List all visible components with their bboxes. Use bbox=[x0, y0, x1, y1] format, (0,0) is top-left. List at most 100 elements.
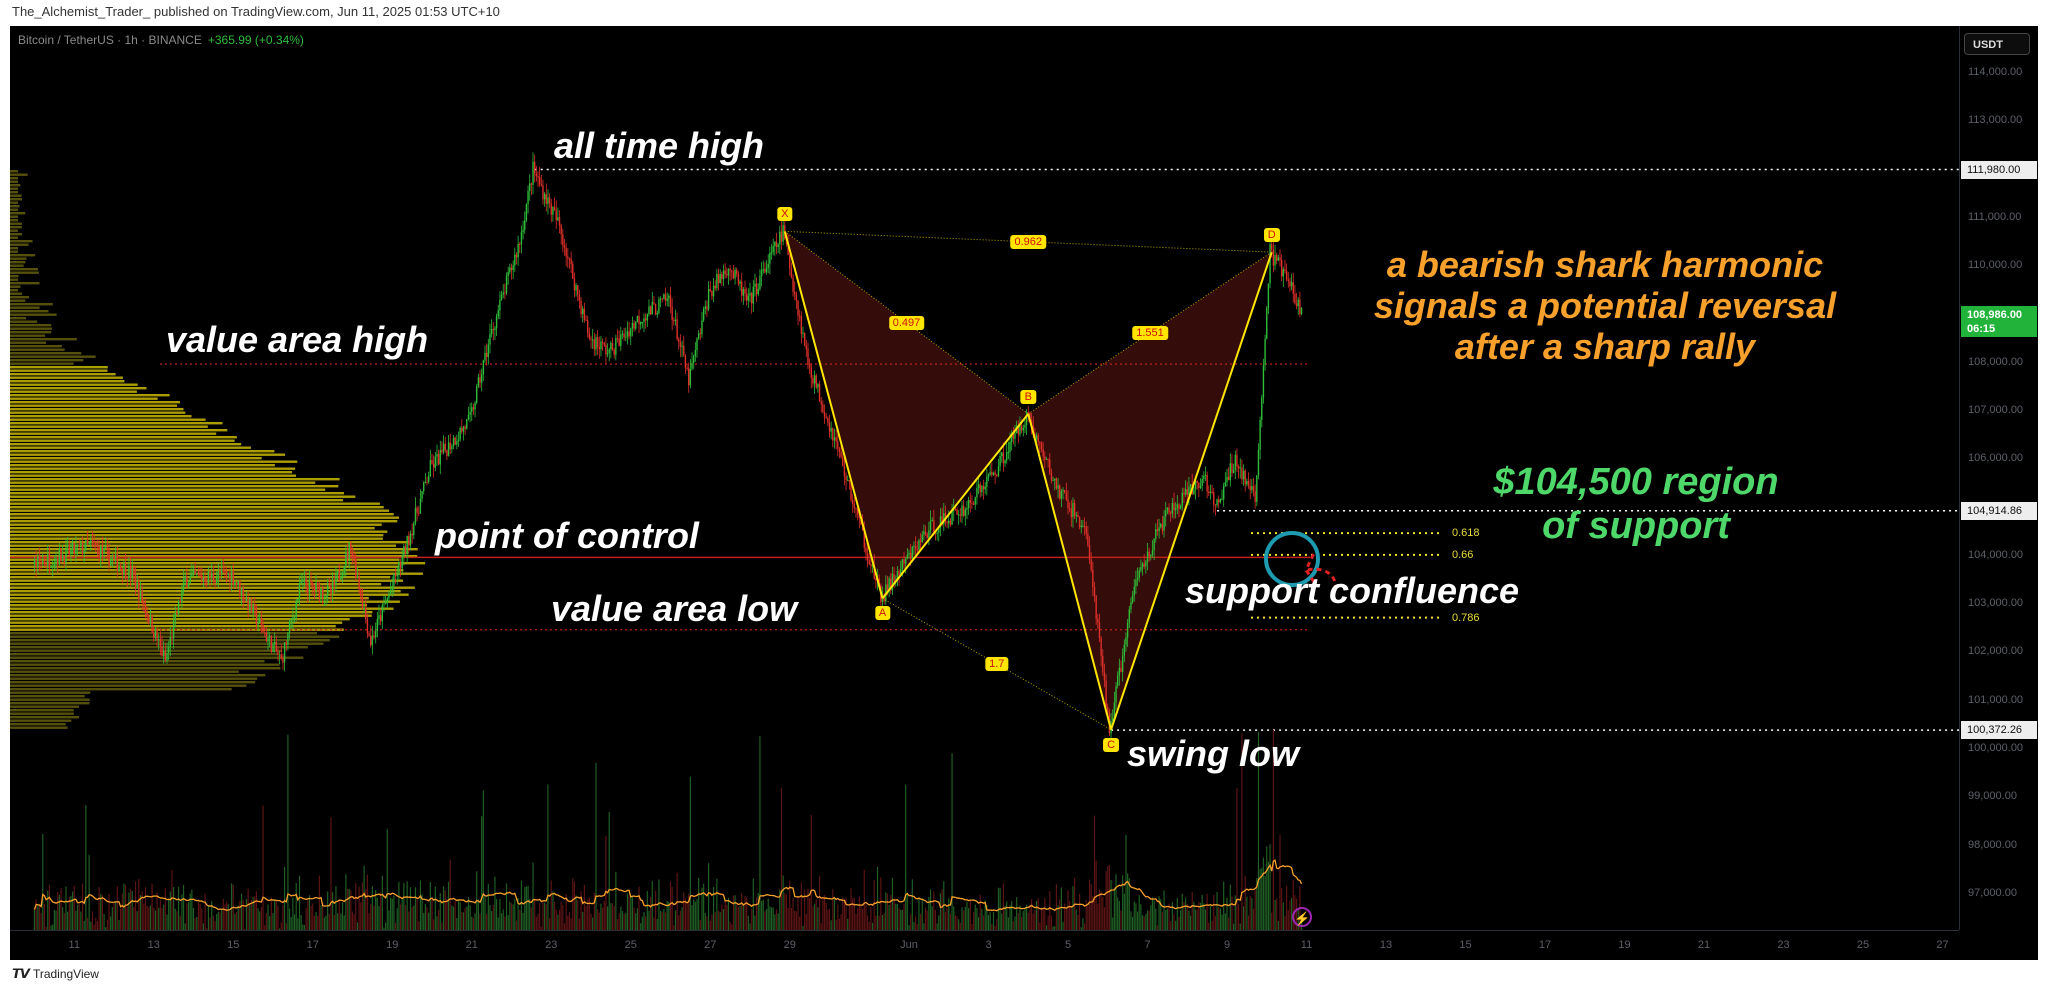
lightning-icon[interactable]: ⚡ bbox=[1292, 907, 1312, 927]
volume-bar bbox=[1233, 923, 1235, 930]
volume-bar bbox=[636, 908, 638, 930]
volume-bar bbox=[1035, 901, 1038, 930]
volume-bar bbox=[747, 915, 749, 930]
candle-body bbox=[1150, 554, 1152, 557]
candle-body bbox=[383, 604, 385, 606]
volume-bar bbox=[1178, 916, 1180, 930]
candle-body bbox=[1060, 490, 1063, 499]
volume-bar bbox=[423, 912, 425, 930]
volume-bar bbox=[426, 907, 428, 930]
volume-bar bbox=[671, 886, 673, 930]
volume-bar bbox=[517, 897, 519, 930]
candle-body bbox=[91, 540, 94, 542]
volume-bar bbox=[1115, 874, 1117, 930]
volume-bar bbox=[1150, 905, 1152, 930]
date-tick: 23 bbox=[1777, 939, 1790, 951]
currency-button[interactable]: USDT bbox=[1964, 33, 2030, 55]
volume-profile-bar bbox=[10, 345, 62, 348]
candle-body bbox=[976, 487, 978, 498]
date-tick: 5 bbox=[1064, 939, 1072, 951]
volume-profile-bar bbox=[10, 383, 138, 386]
candle-body bbox=[1184, 489, 1187, 495]
volume-bar bbox=[491, 911, 493, 930]
volume-bar bbox=[333, 914, 335, 930]
volume-bar bbox=[317, 915, 319, 930]
volume-bar bbox=[991, 924, 993, 930]
candle-body bbox=[808, 364, 811, 368]
candle-body bbox=[716, 274, 718, 289]
volume-bar bbox=[825, 902, 827, 930]
candle-body bbox=[121, 568, 123, 575]
candle-body bbox=[1168, 507, 1170, 513]
candle-body bbox=[1135, 579, 1137, 587]
volume-bar bbox=[408, 911, 410, 930]
candle-body bbox=[371, 635, 374, 646]
volume-bar bbox=[507, 915, 509, 930]
chart-area[interactable] bbox=[10, 26, 2038, 960]
volume-bar bbox=[466, 906, 468, 930]
volume-bar bbox=[587, 899, 589, 930]
volume-profile-bar bbox=[10, 198, 22, 201]
candle-body bbox=[423, 482, 425, 492]
candle-body bbox=[270, 635, 273, 653]
candle-body bbox=[50, 566, 52, 568]
footer-brand[interactable]: TradingView bbox=[32, 967, 99, 981]
volume-bar bbox=[211, 901, 213, 930]
volume-bar bbox=[323, 917, 325, 930]
candle-body bbox=[810, 367, 812, 378]
time-axis[interactable] bbox=[10, 930, 1959, 961]
candle-body bbox=[1077, 515, 1079, 517]
volume-bar bbox=[1266, 846, 1268, 930]
candle-body bbox=[268, 635, 271, 638]
candle-body bbox=[918, 540, 920, 550]
candle-body bbox=[262, 624, 264, 633]
volume-bar bbox=[666, 900, 668, 930]
candle-body bbox=[461, 428, 463, 432]
volume-bar bbox=[751, 909, 753, 930]
candle-body bbox=[633, 323, 635, 329]
candle-body bbox=[249, 599, 251, 611]
volume-bar bbox=[799, 916, 801, 930]
candle-body bbox=[295, 601, 297, 618]
annotation-swing-low: swing low bbox=[1127, 733, 1300, 774]
candle-body bbox=[98, 546, 100, 558]
volume-bar bbox=[514, 899, 516, 930]
volume-bar bbox=[726, 904, 728, 930]
volume-bar bbox=[1221, 914, 1223, 930]
volume-bar bbox=[1239, 923, 1241, 930]
candle-body bbox=[674, 319, 677, 321]
volume-bar bbox=[828, 908, 831, 930]
volume-bar bbox=[600, 903, 602, 930]
candle-body bbox=[1078, 516, 1081, 528]
volume-bar bbox=[141, 891, 143, 930]
candle-body bbox=[991, 472, 993, 475]
candle-body bbox=[790, 268, 793, 278]
candle-body bbox=[825, 417, 827, 419]
volume-bar bbox=[760, 900, 763, 930]
candle-body bbox=[974, 497, 976, 505]
volume-bar bbox=[1286, 885, 1288, 930]
candle-body bbox=[1218, 499, 1220, 503]
volume-bar bbox=[489, 905, 491, 930]
volume-bar bbox=[436, 916, 438, 930]
candle-body bbox=[343, 566, 345, 574]
price-tick: 110,000.00 bbox=[1968, 259, 2023, 272]
candle-body bbox=[424, 481, 427, 483]
candle-body bbox=[1010, 434, 1013, 442]
candle-body bbox=[931, 520, 933, 522]
volume-profile-bar bbox=[10, 373, 116, 376]
candle-body bbox=[795, 294, 798, 301]
candle-body bbox=[379, 615, 382, 622]
volume-bar bbox=[336, 913, 339, 930]
volume-bar bbox=[217, 911, 219, 930]
volume-bar bbox=[989, 912, 991, 930]
volume-bar bbox=[845, 897, 847, 930]
price-axis[interactable] bbox=[1959, 26, 2039, 930]
volume-bar bbox=[1067, 890, 1069, 930]
candle-body bbox=[505, 276, 508, 294]
volume-bar bbox=[663, 908, 665, 930]
candle-body bbox=[507, 271, 509, 277]
volume-bar bbox=[855, 913, 857, 930]
volume-bar bbox=[1264, 875, 1266, 930]
candle-body bbox=[1090, 559, 1092, 570]
